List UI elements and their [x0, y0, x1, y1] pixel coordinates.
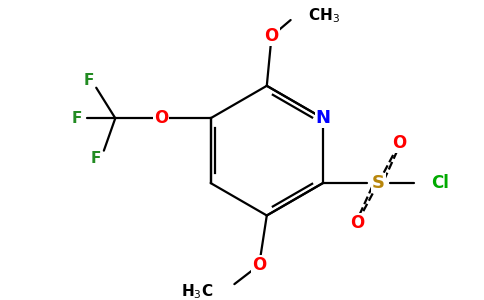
Text: O: O	[252, 256, 266, 274]
Text: O: O	[392, 134, 407, 152]
Text: S: S	[372, 174, 385, 192]
Text: F: F	[72, 111, 82, 126]
Text: O: O	[154, 109, 168, 127]
Text: H$_3$C: H$_3$C	[181, 282, 213, 300]
Text: F: F	[83, 73, 94, 88]
Text: O: O	[264, 27, 279, 45]
Text: O: O	[350, 214, 364, 232]
Text: Cl: Cl	[431, 174, 449, 192]
Text: F: F	[91, 151, 102, 166]
Text: N: N	[316, 109, 331, 127]
Text: CH$_3$: CH$_3$	[308, 6, 340, 25]
